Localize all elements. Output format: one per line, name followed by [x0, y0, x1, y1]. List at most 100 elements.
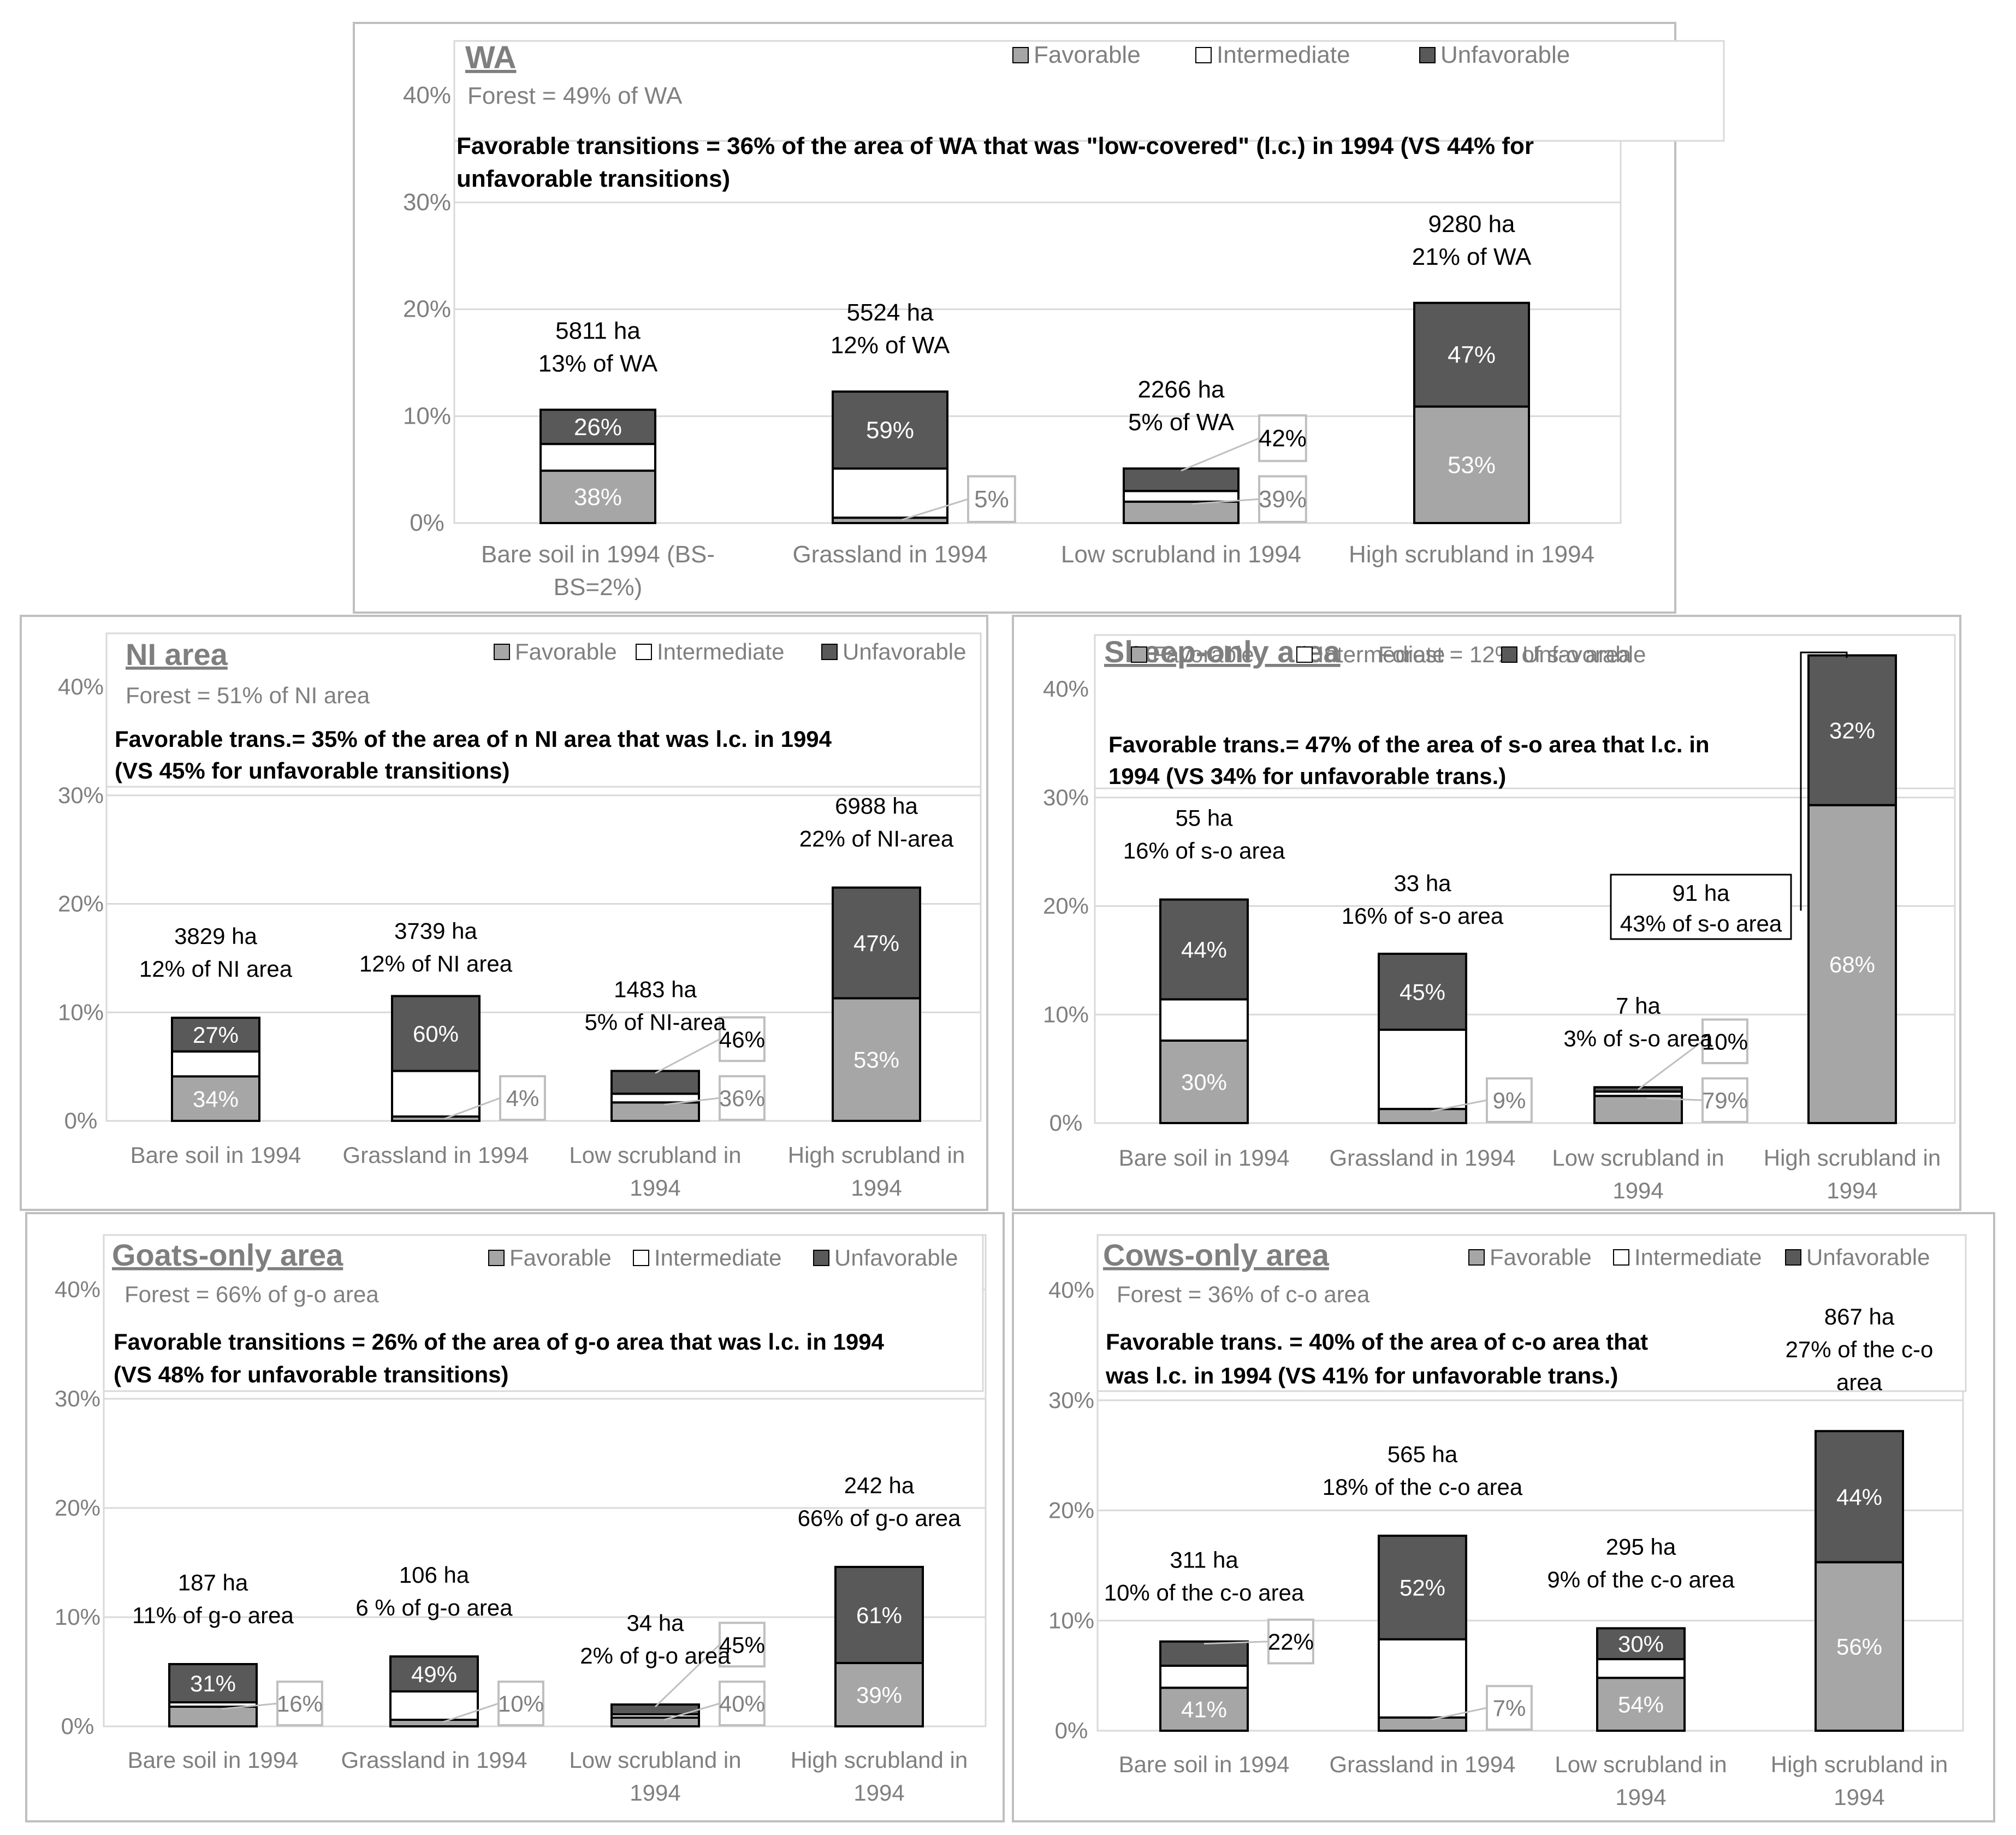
callout-leader: [1431, 1099, 1487, 1112]
y-tick-label: 10%: [1048, 1607, 1094, 1633]
bar-unfavorable: [1378, 1534, 1467, 1641]
callout-label: 45%: [719, 1632, 765, 1658]
bar-intermediate: [1159, 1664, 1249, 1689]
callout-leader: [663, 1097, 720, 1106]
bar-total: 66% of g-o area: [798, 1505, 962, 1531]
bar-favorable: [1593, 1095, 1683, 1124]
bar-label: 34%: [193, 1086, 239, 1112]
callout-box: [1258, 475, 1307, 524]
bar-label: 44%: [1836, 1484, 1882, 1510]
bar-unfavorable: [391, 995, 481, 1072]
panel-note: Favorable transitions = 26% of the area …: [114, 1329, 885, 1355]
y-tick-label: 0%: [410, 509, 444, 536]
legend-label: Intermediate: [654, 1245, 781, 1270]
bar-total: 5% of NI-area: [584, 1009, 726, 1035]
callout-label: 10%: [498, 1691, 544, 1717]
bar-total: 6988 ha: [835, 793, 918, 819]
legend-label: Unfavorable: [1806, 1244, 1930, 1270]
y-tick-label: 40%: [1048, 1277, 1094, 1303]
bar-total: 187 ha: [178, 1570, 248, 1595]
header-box: [1096, 1234, 1967, 1392]
bar-unfavorable: [1815, 1430, 1904, 1564]
bar-total: 7 ha: [1616, 993, 1661, 1018]
callout-box: [497, 1680, 544, 1726]
bar-total: 5% of WA: [1128, 409, 1235, 436]
callout-leader: [663, 1702, 720, 1721]
callout-leader: [1181, 437, 1260, 472]
x-tick-label: 1994: [630, 1780, 680, 1806]
legend-label: Intermediate: [1217, 41, 1350, 68]
bar-total: 9% of the c-o area: [1547, 1566, 1735, 1592]
bar-total: 311 ha: [1170, 1547, 1238, 1573]
bar-total: 565 ha: [1388, 1441, 1458, 1467]
legend-swatch-favorable: [494, 644, 510, 660]
x-tick-label: 1994: [851, 1175, 902, 1201]
bar-total: 295 ha: [1606, 1534, 1676, 1559]
callout-leader: [221, 1702, 278, 1710]
bar-label: 45%: [1400, 979, 1445, 1005]
bar-label: 30%: [1181, 1069, 1227, 1095]
panel-note: Favorable trans.= 47% of the area of s-o…: [1108, 732, 1710, 757]
legend-swatch-unfavorable: [1785, 1249, 1801, 1266]
bar-label: 44%: [1181, 937, 1227, 963]
bar-total: 33 ha: [1394, 870, 1451, 896]
legend-swatch-favorable: [1468, 1249, 1485, 1266]
bar-unfavorable: [1159, 1640, 1249, 1667]
bar-favorable: [832, 997, 921, 1122]
bar-label: 54%: [1618, 1692, 1664, 1718]
panel-title: Cows-only area: [1103, 1238, 1330, 1272]
bar-favorable: [539, 470, 656, 525]
panel-note: (VS 48% for unfavorable transitions): [114, 1362, 508, 1387]
bar-total: area: [1836, 1369, 1883, 1395]
callout-leader: [655, 1038, 720, 1074]
bar-unfavorable: [610, 1070, 700, 1095]
callout-box: [1267, 1618, 1314, 1665]
legend-label: Unfavorable: [834, 1245, 958, 1270]
y-tick-label: 20%: [55, 1495, 100, 1521]
legend-label: Intermediate: [657, 639, 784, 664]
y-tick-label: 0%: [64, 1108, 98, 1133]
bar-label: 53%: [1448, 452, 1496, 478]
callout-leader: [1646, 1097, 1703, 1101]
y-tick-label: 30%: [403, 189, 451, 216]
bar-favorable: [1413, 405, 1530, 524]
bar-total: 12% of WA: [831, 332, 950, 359]
bar-label: 68%: [1829, 952, 1875, 977]
bar-total: 9280 ha: [1428, 211, 1515, 237]
legend-label: Favorable: [1152, 642, 1254, 667]
callout-label: 9%: [1493, 1088, 1526, 1113]
legend-label: Favorable: [1490, 1244, 1592, 1270]
bar-total: 91 ha: [1672, 880, 1730, 906]
legend-swatch-unfavorable: [1501, 646, 1517, 663]
panel-note: unfavorable transitions): [456, 165, 730, 192]
y-tick-label: 0%: [1055, 1718, 1088, 1743]
y-tick-label: 40%: [1043, 676, 1089, 702]
legend-label: Favorable: [515, 639, 617, 664]
x-tick-label: 1994: [1827, 1178, 1877, 1203]
y-tick-label: 30%: [58, 782, 104, 808]
bar-unfavorable: [389, 1655, 479, 1693]
panel-note: Favorable trans.= 35% of the area of n N…: [115, 726, 832, 752]
x-tick-label: 1994: [1615, 1784, 1666, 1810]
bar-favorable: [1815, 1561, 1904, 1732]
bar-label: 47%: [853, 930, 899, 956]
legend-swatch-intermediate: [1613, 1249, 1629, 1266]
bar-total: 5811 ha: [555, 318, 641, 345]
callout-box: [719, 1622, 766, 1668]
bar-total: 43% of s-o area: [1620, 911, 1782, 936]
bar-unfavorable: [1159, 898, 1249, 1001]
callout-label: 46%: [719, 1026, 765, 1052]
callout-leader: [901, 498, 969, 521]
x-tick-label: 1994: [630, 1175, 680, 1201]
panel-title: NI area: [126, 637, 228, 672]
bar-favorable: [1807, 804, 1897, 1124]
bar-total: 3739 ha: [394, 918, 477, 943]
y-tick-label: 10%: [58, 999, 104, 1025]
callout-label: 22%: [1268, 1629, 1314, 1655]
callout-label: 4%: [506, 1085, 539, 1111]
bar-total: 3829 ha: [174, 923, 257, 949]
callout-label: 7%: [1493, 1695, 1526, 1721]
y-tick-label: 0%: [1049, 1110, 1083, 1136]
legend-swatch-favorable: [1131, 646, 1147, 663]
y-tick-label: 10%: [55, 1604, 100, 1630]
